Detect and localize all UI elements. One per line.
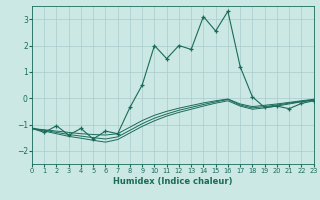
X-axis label: Humidex (Indice chaleur): Humidex (Indice chaleur) — [113, 177, 233, 186]
